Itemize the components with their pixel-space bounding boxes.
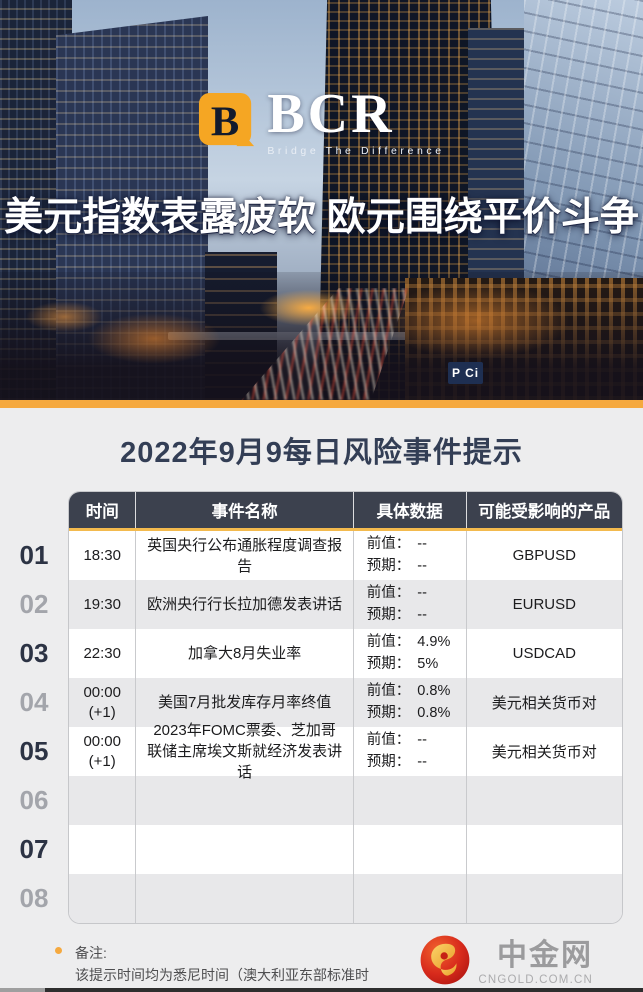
header-underline — [69, 528, 622, 531]
time-cell: 22:30 — [69, 629, 137, 678]
hero-photo: P Ci B BCR Bridge The Difference 美元指数表露疲… — [0, 0, 643, 400]
data-cell — [354, 776, 467, 825]
cngold-logo-icon — [420, 935, 470, 985]
row-number: 02 — [19, 589, 49, 619]
data-cell: 前值： -- 预期： -- — [354, 580, 467, 629]
event-cell: 2023年FOMC票委、芝加哥联储主席埃文斯就经济发表讲话 — [136, 722, 354, 781]
product-cell: USDCAD — [512, 645, 576, 662]
time-cell: 19:30 — [69, 580, 137, 629]
content-area: 2022年9月9每日风险事件提示 01 02 03 04 05 06 07 08… — [0, 408, 643, 992]
brand-name: BCR — [267, 83, 395, 145]
event-cell: 美国7月批发库存月率终值 — [136, 678, 354, 727]
table-row — [69, 776, 622, 825]
table-row: 00:00 (+1) 2023年FOMC票委、芝加哥联储主席埃文斯就经济发表讲话… — [69, 722, 622, 781]
product-cell: 美元相关货币对 — [491, 744, 597, 761]
table-row — [69, 825, 622, 874]
publisher-logo-top: 中金网 CNGOLD.COM.CN — [419, 934, 593, 986]
header-time: 时间 — [69, 492, 137, 528]
brand-tagline: Bridge The Difference — [267, 145, 445, 158]
product-cell: EURUSD — [512, 596, 576, 613]
time-cell — [69, 874, 137, 923]
bcr-logo-icon: B — [199, 92, 255, 147]
event-cell — [136, 825, 354, 874]
street-sign: P Ci — [448, 362, 484, 384]
event-cell — [136, 874, 354, 923]
product-cell: 美元相关货币对 — [491, 695, 597, 712]
data-cell — [354, 874, 467, 923]
event-cell: 欧洲央行行长拉加德发表讲话 — [136, 580, 354, 629]
data-cell — [354, 825, 467, 874]
product-cell — [467, 776, 622, 825]
section-title: 2022年9月9每日风险事件提示 — [120, 437, 523, 469]
event-cell: 加拿大8月失业率 — [136, 629, 354, 678]
table-row: 19:30 欧洲央行行长拉加德发表讲话 前值： -- 预期： -- EURUSD — [69, 580, 622, 629]
table-header: 时间 事件名称 具体数据 可能受影响的产品 — [69, 492, 622, 528]
risk-events-table: 时间 事件名称 具体数据 可能受影响的产品 18:30 英国央行公布通胀程度调查… — [68, 491, 623, 924]
time-cell: 00:00 (+1) — [69, 678, 137, 727]
publisher-logo: 中金网 CNGOLD.COM.CN 中 文 财 经 新 媒 体 — [389, 934, 623, 992]
event-cell: 英国央行公布通胀程度调查报告 — [136, 531, 354, 580]
publisher-text: 中金网 CNGOLD.COM.CN — [478, 939, 593, 987]
publisher-domain: CNGOLD.COM.CN — [478, 974, 593, 986]
headline: 美元指数表露疲软 欧元围绕平价斗争 — [4, 196, 639, 239]
row-number: 08 — [19, 883, 49, 913]
header-event: 事件名称 — [136, 492, 354, 528]
time-cell: 00:00 (+1) — [69, 727, 137, 776]
time-cell: 18:30 — [69, 531, 137, 580]
header-data: 具体数据 — [354, 492, 467, 528]
row-number: 05 — [19, 736, 49, 766]
brand-text: BCR Bridge The Difference — [267, 83, 445, 158]
table-row: 00:00 (+1) 美国7月批发库存月率终值 前值： 0.8% 预期： 0.8% … — [69, 678, 622, 727]
table-row: 18:30 英国央行公布通胀程度调查报告 前值： -- 预期： -- GBPUSD — [69, 531, 622, 580]
notes: 备注: 该提示时间均为悉尼时间（澳大利亚东部标准时间）。 — [55, 930, 389, 992]
svg-text:B: B — [211, 99, 239, 146]
event-cell — [136, 776, 354, 825]
brand-logo: B BCR Bridge The Difference — [0, 83, 643, 158]
row-number: 01 — [19, 540, 49, 570]
product-cell — [467, 825, 622, 874]
risk-events-table-zone: 01 02 03 04 05 06 07 08 时间 事件名称 具体数据 可能受… — [0, 491, 643, 924]
row-number: 04 — [19, 687, 49, 717]
data-cell: 前值： 0.8% 预期： 0.8% — [354, 678, 467, 727]
publisher-name: 中金网 — [496, 939, 593, 972]
row-number-column: 01 02 03 04 05 06 07 08 — [0, 491, 68, 924]
product-cell: GBPUSD — [512, 547, 576, 564]
footer: 备注: 该提示时间均为悉尼时间（澳大利亚东部标准时间）。 — [0, 930, 643, 992]
table-row — [69, 874, 622, 923]
time-cell — [69, 776, 137, 825]
product-cell — [467, 874, 622, 923]
row-number: 03 — [19, 638, 49, 668]
data-cell: 前值： -- 预期： -- — [354, 531, 467, 580]
data-cell: 前值： 4.9% 预期： 5% — [354, 629, 467, 678]
row-number: 06 — [19, 785, 49, 815]
row-number: 07 — [19, 834, 49, 864]
bullet-icon — [55, 947, 62, 954]
table-row: 22:30 加拿大8月失业率 前值： 4.9% 预期： 5% USDCAD — [69, 629, 622, 678]
header-product: 可能受影响的产品 — [478, 503, 611, 521]
time-cell — [69, 825, 137, 874]
bottom-edge-line — [0, 988, 643, 992]
accent-divider — [0, 400, 643, 408]
note-label: 备注: — [75, 945, 107, 961]
data-cell: 前值： -- 预期： -- — [354, 727, 467, 776]
